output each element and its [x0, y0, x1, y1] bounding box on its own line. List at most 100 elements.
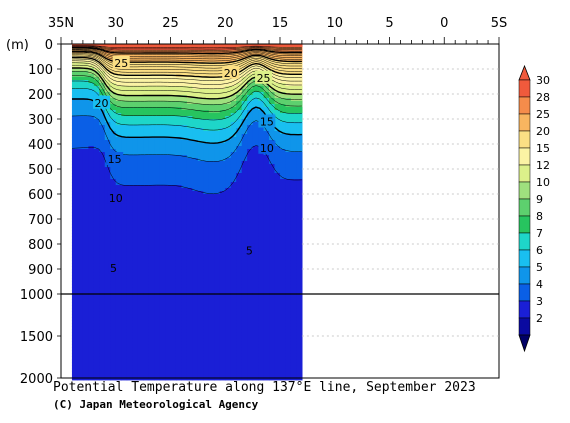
temperature-cell — [110, 92, 117, 96]
temperature-cell — [132, 113, 139, 117]
temperature-cell — [93, 194, 100, 198]
temperature-cell — [230, 257, 237, 261]
temperature-cell — [115, 98, 122, 102]
temperature-cell — [290, 44, 298, 48]
temperature-cell — [165, 203, 172, 207]
temperature-cell — [296, 260, 303, 264]
temperature-cell — [175, 134, 183, 138]
temperature-cell — [285, 227, 292, 231]
temperature-cell — [126, 83, 133, 87]
temperature-cell — [165, 218, 172, 222]
temperature-cell — [159, 86, 166, 90]
temperature-cell — [258, 320, 265, 324]
temperature-cell — [219, 113, 226, 117]
temperature-cell — [208, 167, 215, 171]
temperature-cell — [159, 95, 166, 99]
temperature-cell — [132, 311, 139, 315]
temperature-cell — [230, 263, 237, 267]
temperature-cell — [269, 263, 276, 267]
temperature-cell — [165, 125, 172, 129]
temperature-cell — [203, 299, 210, 303]
temperature-cell — [296, 206, 303, 210]
temperature-cell — [274, 110, 281, 114]
temperature-cell — [252, 128, 259, 132]
temperature-cell — [82, 176, 89, 180]
temperature-cell — [99, 359, 106, 363]
temperature-cell — [219, 197, 226, 201]
temperature-cell — [258, 89, 265, 93]
temperature-cell — [154, 326, 161, 330]
temperature-cell — [137, 299, 144, 303]
temperature-cell — [159, 329, 166, 333]
temperature-cell — [159, 305, 166, 309]
temperature-cell — [241, 50, 248, 54]
temperature-cell — [247, 218, 254, 222]
temperature-cell — [175, 110, 183, 114]
temperature-cell — [77, 263, 84, 267]
temperature-cell — [170, 290, 177, 294]
temperature-cell — [104, 356, 111, 360]
temperature-cell — [197, 365, 204, 369]
temperature-cell — [104, 290, 111, 294]
temperature-cell — [110, 146, 117, 150]
temperature-cell — [258, 161, 265, 165]
temperature-cell — [219, 86, 226, 90]
temperature-cell — [241, 296, 248, 300]
temperature-cell — [181, 347, 188, 351]
temperature-cell — [93, 359, 100, 363]
temperature-cell — [104, 206, 111, 210]
temperature-cell — [197, 176, 204, 180]
temperature-cell — [110, 377, 117, 381]
temperature-cell — [148, 377, 155, 381]
temperature-cell — [263, 239, 270, 243]
temperature-cell — [208, 356, 215, 360]
temperature-cell — [214, 245, 221, 249]
temperature-cell — [208, 65, 215, 69]
temperature-cell — [208, 158, 215, 162]
temperature-cell — [93, 179, 100, 183]
temperature-cell — [99, 338, 106, 342]
temperature-cell — [203, 215, 210, 219]
temperature-cell — [258, 257, 265, 261]
temperature-cell — [285, 113, 292, 117]
temperature-cell — [263, 158, 270, 162]
isotherm-line — [71, 56, 302, 78]
temperature-cell — [165, 368, 172, 372]
temperature-cell — [132, 122, 139, 126]
temperature-cell — [280, 329, 287, 333]
temperature-cell — [71, 236, 79, 240]
temperature-cell — [274, 119, 281, 123]
temperature-cell — [296, 44, 303, 48]
temperature-cell — [115, 173, 122, 177]
temperature-cell — [296, 371, 303, 375]
temperature-cell — [296, 374, 303, 378]
temperature-cell — [126, 197, 133, 201]
temperature-cell — [219, 173, 226, 177]
temperature-cell — [159, 353, 166, 357]
temperature-cell — [285, 167, 292, 171]
temperature-cell — [230, 149, 237, 153]
temperature-cell — [197, 272, 204, 276]
temperature-cell — [258, 251, 265, 255]
temperature-cell — [71, 197, 79, 201]
temperature-cell — [258, 326, 265, 330]
temperature-cell — [71, 245, 79, 249]
temperature-cell — [214, 293, 221, 297]
temperature-cell — [252, 68, 259, 72]
temperature-cell — [230, 86, 237, 90]
temperature-cell — [208, 272, 215, 276]
temperature-cell — [77, 140, 84, 144]
temperature-cell — [110, 371, 117, 375]
temperature-cell — [186, 359, 193, 363]
temperature-cell — [126, 362, 133, 366]
temperature-cell — [197, 224, 204, 228]
temperature-cell — [296, 320, 303, 324]
temperature-cell — [121, 278, 128, 282]
temperature-cell — [219, 275, 226, 279]
temperature-cell — [71, 314, 79, 318]
temperature-cell — [121, 146, 128, 150]
temperature-cell — [225, 323, 232, 327]
temperature-cell — [77, 236, 84, 240]
temperature-cell — [236, 116, 243, 120]
